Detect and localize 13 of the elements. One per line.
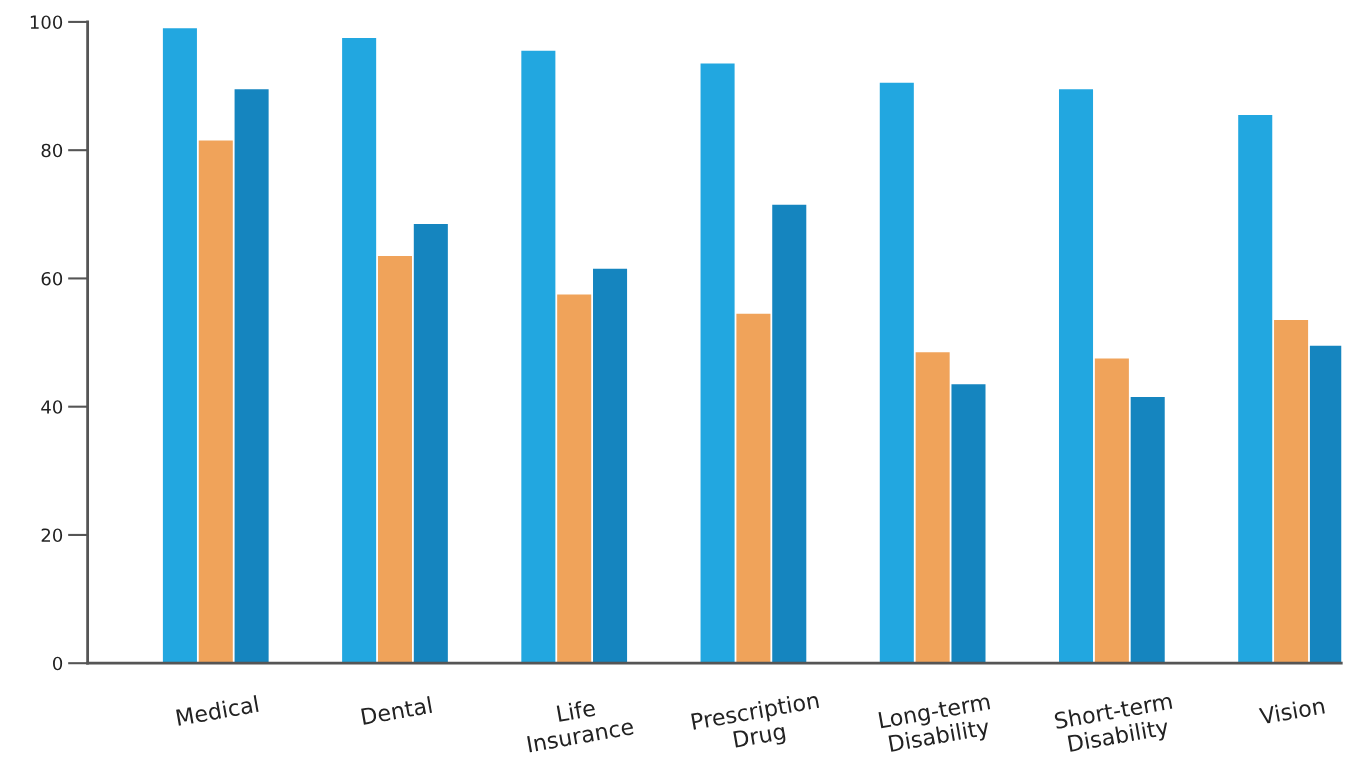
y-tick-label: 80 [41, 143, 63, 158]
x-tick-label: Life Insurance [527, 698, 635, 753]
y-tick-label: 40 [41, 400, 63, 414]
y-tick-label: 20 [41, 528, 63, 543]
x-tick-label: Prescription Drug [691, 691, 820, 753]
y-tick-label: 100 [30, 15, 63, 30]
y-tick-label: 0 [53, 656, 63, 671]
x-tick-label: Dental [361, 696, 433, 726]
x-tick-label: Long-term Disability [878, 693, 991, 757]
x-tick-label: Vision [1258, 696, 1325, 725]
y-tick-label: 60 [41, 271, 63, 286]
x-tick-label: Short-term Disability [1054, 691, 1173, 757]
x-tick-label: Medical [175, 695, 259, 727]
